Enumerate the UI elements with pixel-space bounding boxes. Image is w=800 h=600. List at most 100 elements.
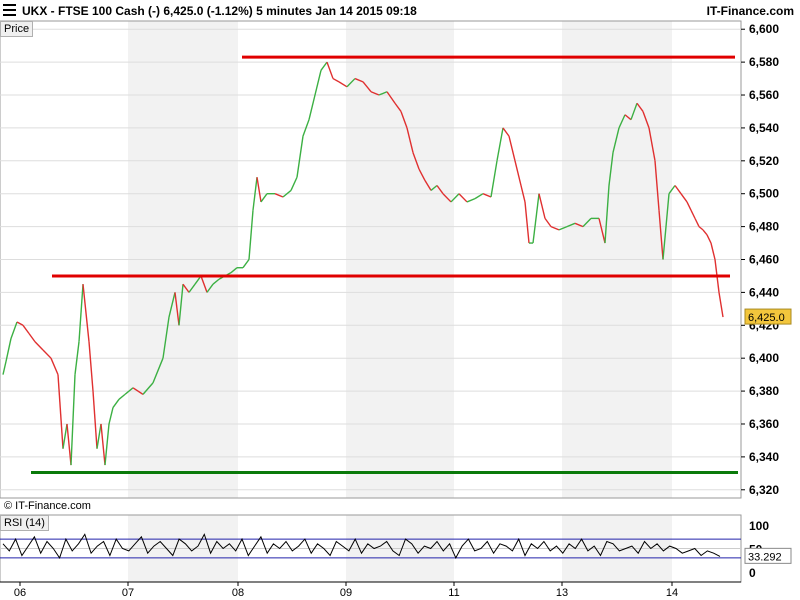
price-segment (200, 275, 208, 293)
y-tick-label: 6,320 (749, 483, 779, 497)
price-segment (378, 91, 388, 96)
price-segment (96, 423, 102, 449)
price-segment (694, 218, 700, 227)
price-segment (142, 382, 154, 395)
price-segment (386, 91, 396, 104)
price-segment (370, 91, 380, 96)
menu-icon[interactable] (3, 4, 16, 16)
price-segment (152, 357, 164, 384)
price-segment (412, 152, 420, 170)
price-segment (574, 222, 584, 228)
x-tick-label: 07 (122, 587, 134, 599)
price-segment (132, 387, 144, 395)
price-segment (74, 341, 80, 375)
price-segment (466, 197, 476, 203)
price-segment (188, 283, 196, 293)
price-segment (524, 201, 530, 244)
price-segment (314, 70, 322, 96)
price-segment (168, 292, 176, 318)
price-segment (296, 136, 304, 178)
price-segment (346, 78, 356, 88)
price-segment (674, 185, 682, 195)
price-segment (70, 374, 76, 466)
rsi-panel-label: RSI (14) (0, 515, 49, 531)
x-tick-label: 09 (340, 587, 352, 599)
price-segment (338, 81, 348, 88)
chart-title: UKX - FTSE 100 Cash (-) 6,425.0 (-1.12%)… (22, 4, 417, 18)
price-segment (424, 180, 432, 191)
price-segment (290, 176, 298, 191)
y-tick-label: 6,400 (749, 351, 779, 365)
y-tick-label: 6,500 (749, 187, 779, 201)
rsi-tick-label: 0 (749, 566, 756, 580)
y-tick-label: 6,480 (749, 220, 779, 234)
price-segment (400, 111, 408, 129)
price-segment (608, 152, 614, 186)
price-segment (104, 423, 110, 466)
price-segment (256, 177, 262, 203)
price-segment (62, 423, 68, 449)
price-segment (354, 77, 364, 83)
price-segment (124, 387, 134, 395)
y-tick-label: 6,560 (749, 88, 779, 102)
price-segment (514, 160, 522, 186)
price-segment (604, 185, 610, 244)
price-segment (690, 209, 696, 219)
price-segment (612, 127, 620, 153)
price-segment (248, 210, 254, 260)
price-segment (22, 324, 30, 334)
price-segment (42, 349, 52, 359)
price-segment (482, 193, 492, 198)
price-segment (326, 61, 334, 79)
price-segment (442, 193, 452, 203)
price-segment (260, 193, 268, 203)
price-segment (302, 119, 310, 137)
price-segment (362, 81, 372, 93)
rsi-tick-label: 100 (749, 519, 769, 533)
price-segment (230, 267, 238, 274)
price-segment (282, 189, 292, 198)
price-segment (308, 94, 316, 120)
price-segment (320, 61, 328, 71)
x-tick-label: 11 (448, 587, 459, 599)
price-segment (450, 193, 460, 203)
price-segment (520, 185, 526, 203)
brand-label: IT-Finance.com (706, 4, 794, 18)
price-segment (508, 135, 516, 161)
price-segment (582, 217, 592, 228)
price-segment (332, 77, 340, 83)
copyright-label: © IT-Finance.com (4, 500, 91, 512)
y-tick-label: 6,380 (749, 384, 779, 398)
x-tick-label: 13 (556, 587, 568, 599)
price-segment (252, 177, 258, 211)
price-segment (174, 292, 180, 326)
y-tick-label: 6,360 (749, 417, 779, 431)
price-segment (538, 193, 546, 219)
price-segment (642, 111, 650, 129)
price-segment (718, 292, 724, 318)
price-segment (34, 341, 44, 351)
price-segment (496, 127, 504, 161)
price-segment (206, 283, 214, 293)
price-segment (502, 127, 510, 137)
price-segment (654, 160, 660, 211)
price-segment (92, 391, 98, 449)
x-tick-label: 08 (232, 587, 244, 599)
price-segment (474, 193, 484, 200)
price-segment (88, 341, 94, 392)
price-segment (668, 185, 676, 195)
price-segment (710, 242, 716, 260)
price-segment (82, 284, 90, 342)
y-tick-label: 6,440 (749, 285, 779, 299)
price-segment (566, 222, 576, 228)
price-segment (112, 398, 120, 408)
price-segment (406, 127, 414, 153)
title-bar: UKX - FTSE 100 Cash (-) 6,425.0 (-1.12%)… (0, 0, 800, 21)
rsi-line (2, 533, 721, 560)
price-segment (618, 114, 626, 129)
price-segment (66, 423, 72, 466)
price-segment (274, 193, 284, 198)
price-segment (532, 193, 540, 244)
price-segment (108, 407, 114, 425)
